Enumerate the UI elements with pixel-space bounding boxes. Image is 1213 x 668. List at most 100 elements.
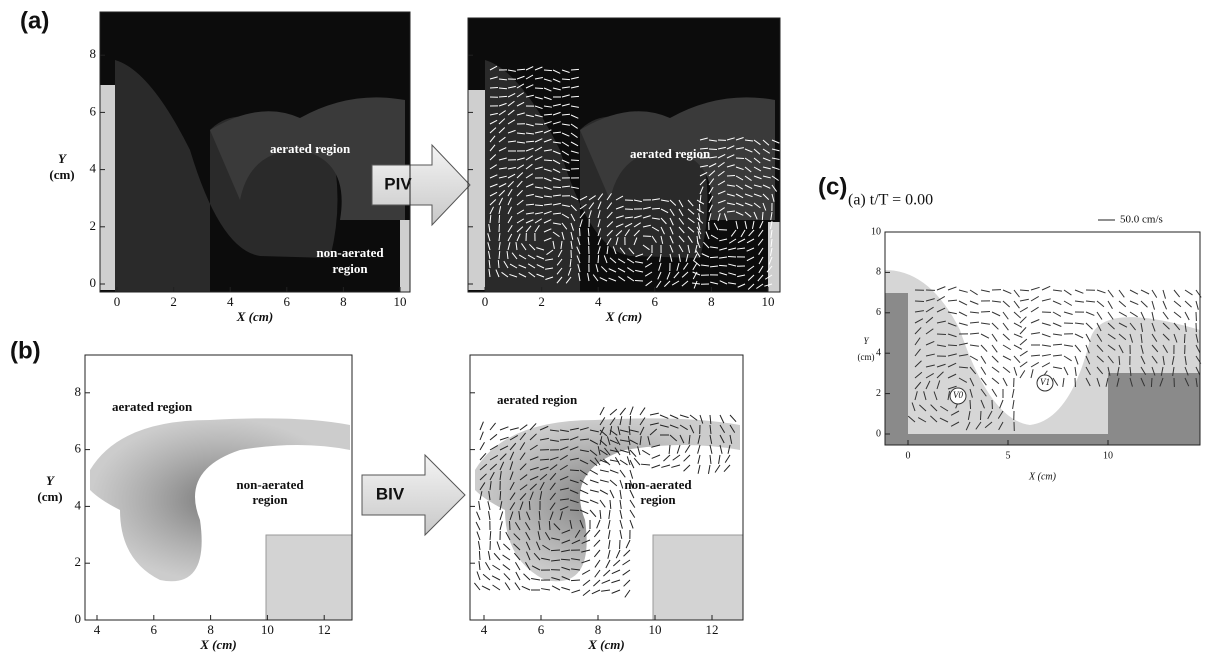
velocity-vector	[762, 212, 763, 220]
velocity-vector	[571, 69, 579, 70]
y-axis-label: Y	[46, 473, 55, 488]
x-tick-label: 2	[538, 294, 545, 309]
velocity-vector	[652, 208, 660, 209]
velocity-vector	[571, 160, 579, 161]
velocity-vector	[562, 114, 570, 115]
y-axis-unit: (cm)	[37, 489, 62, 504]
x-tick-label: 2	[170, 294, 177, 309]
panel-label: (c)	[818, 173, 847, 200]
velocity-vector	[499, 96, 507, 97]
x-tick-label: 8	[708, 294, 715, 309]
x-tick-label: 10	[261, 622, 274, 637]
annotation: non-aerated	[624, 477, 692, 492]
x-tick-label: 8	[595, 622, 602, 637]
velocity-vector	[980, 411, 981, 420]
x-tick-label: 6	[652, 294, 659, 309]
velocity-vector	[544, 160, 552, 161]
velocity-vector	[490, 87, 498, 88]
y-axis-unit: (cm)	[858, 352, 875, 362]
x-axis-label: X (cm)	[1028, 471, 1057, 482]
y-tick-label: 10	[871, 226, 881, 237]
velocity-vector	[719, 265, 727, 266]
y-tick-label: 8	[876, 267, 881, 278]
x-axis-label: X (cm)	[199, 637, 236, 652]
annotation: aerated region	[270, 141, 351, 156]
x-tick-label: 10	[762, 294, 775, 309]
annotation: region	[332, 261, 368, 276]
x-tick-label: 10	[1103, 450, 1113, 461]
x-tick-label: 6	[538, 622, 545, 637]
panel-label: (b)	[10, 337, 41, 364]
y-tick-label: 2	[876, 388, 881, 399]
x-tick-label: 6	[151, 622, 158, 637]
x-tick-label: 0	[114, 294, 121, 309]
y-tick-label: 6	[90, 103, 97, 118]
x-tick-label: 12	[706, 622, 719, 637]
annotation: aerated region	[630, 146, 711, 161]
velocity-vector	[500, 491, 501, 500]
velocity-vector	[544, 70, 552, 71]
velocity-vector	[562, 79, 570, 80]
velocity-vector	[551, 550, 560, 551]
velocity-vector	[736, 158, 744, 159]
x-tick-label: 8	[340, 294, 347, 309]
figure: PIV BIV (a) (b) (c) aerated region non-a…	[0, 0, 1213, 668]
x-axis-label: X (cm)	[236, 309, 273, 324]
y-axis-label: Y	[58, 151, 67, 166]
biv-image-left	[85, 355, 352, 620]
velocity-vector	[535, 205, 543, 206]
x-tick-label: 4	[94, 622, 101, 637]
velocity-vector	[937, 334, 946, 335]
velocity-vector	[635, 280, 643, 281]
x-tick-label: 8	[207, 622, 214, 637]
annotation: region	[640, 492, 676, 507]
annotation: non-aerated	[236, 477, 304, 492]
x-tick-label: 10	[394, 294, 407, 309]
velocity-vector	[553, 187, 561, 188]
velocity-vector	[981, 311, 990, 312]
x-tick-label: 12	[318, 622, 331, 637]
simulation-field	[885, 232, 1200, 445]
biv-label: BIV	[376, 484, 405, 503]
vortex-label: V0	[953, 390, 963, 400]
x-axis-label: X (cm)	[587, 637, 624, 652]
y-tick-label: 4	[90, 161, 97, 176]
x-axis-label: X (cm)	[605, 309, 642, 324]
y-tick-label: 0	[75, 611, 82, 626]
velocity-vector	[1119, 356, 1120, 365]
velocity-vector	[571, 580, 580, 581]
y-tick-label: 4	[75, 497, 82, 512]
x-tick-label: 4	[595, 294, 602, 309]
x-tick-label: 0	[482, 294, 489, 309]
x-tick-label: 4	[481, 622, 488, 637]
y-tick-label: 8	[75, 384, 82, 399]
y-tick-label: 8	[90, 46, 97, 61]
velocity-vector	[479, 551, 480, 560]
scale-label: 50.0 cm/s	[1120, 214, 1163, 226]
y-tick-label: 0	[876, 428, 881, 439]
velocity-vector	[630, 416, 631, 425]
x-tick-label: 0	[906, 450, 911, 461]
velocity-vector	[549, 521, 550, 530]
vortex-label: V1	[1040, 377, 1050, 387]
velocity-vector	[699, 204, 700, 212]
y-axis-label: Y	[863, 336, 869, 346]
velocity-vector	[598, 255, 599, 263]
velocity-vector	[948, 345, 957, 346]
x-tick-label: 4	[227, 294, 234, 309]
y-tick-label: 4	[876, 347, 881, 358]
velocity-vector	[570, 510, 579, 511]
y-tick-label: 0	[90, 275, 97, 290]
panel-title: (a) t/T = 0.00	[848, 192, 933, 209]
annotation: non-aerated	[316, 245, 384, 260]
x-tick-label: 6	[284, 294, 291, 309]
velocity-vector	[499, 215, 500, 223]
x-tick-label: 10	[649, 622, 662, 637]
annotation: region	[252, 492, 288, 507]
annotation: aerated region	[112, 399, 193, 414]
velocity-vector	[1184, 334, 1185, 343]
velocity-vector	[571, 96, 579, 97]
y-tick-label: 2	[90, 218, 97, 233]
piv-label: PIV	[384, 174, 412, 193]
velocity-vector	[710, 257, 718, 258]
